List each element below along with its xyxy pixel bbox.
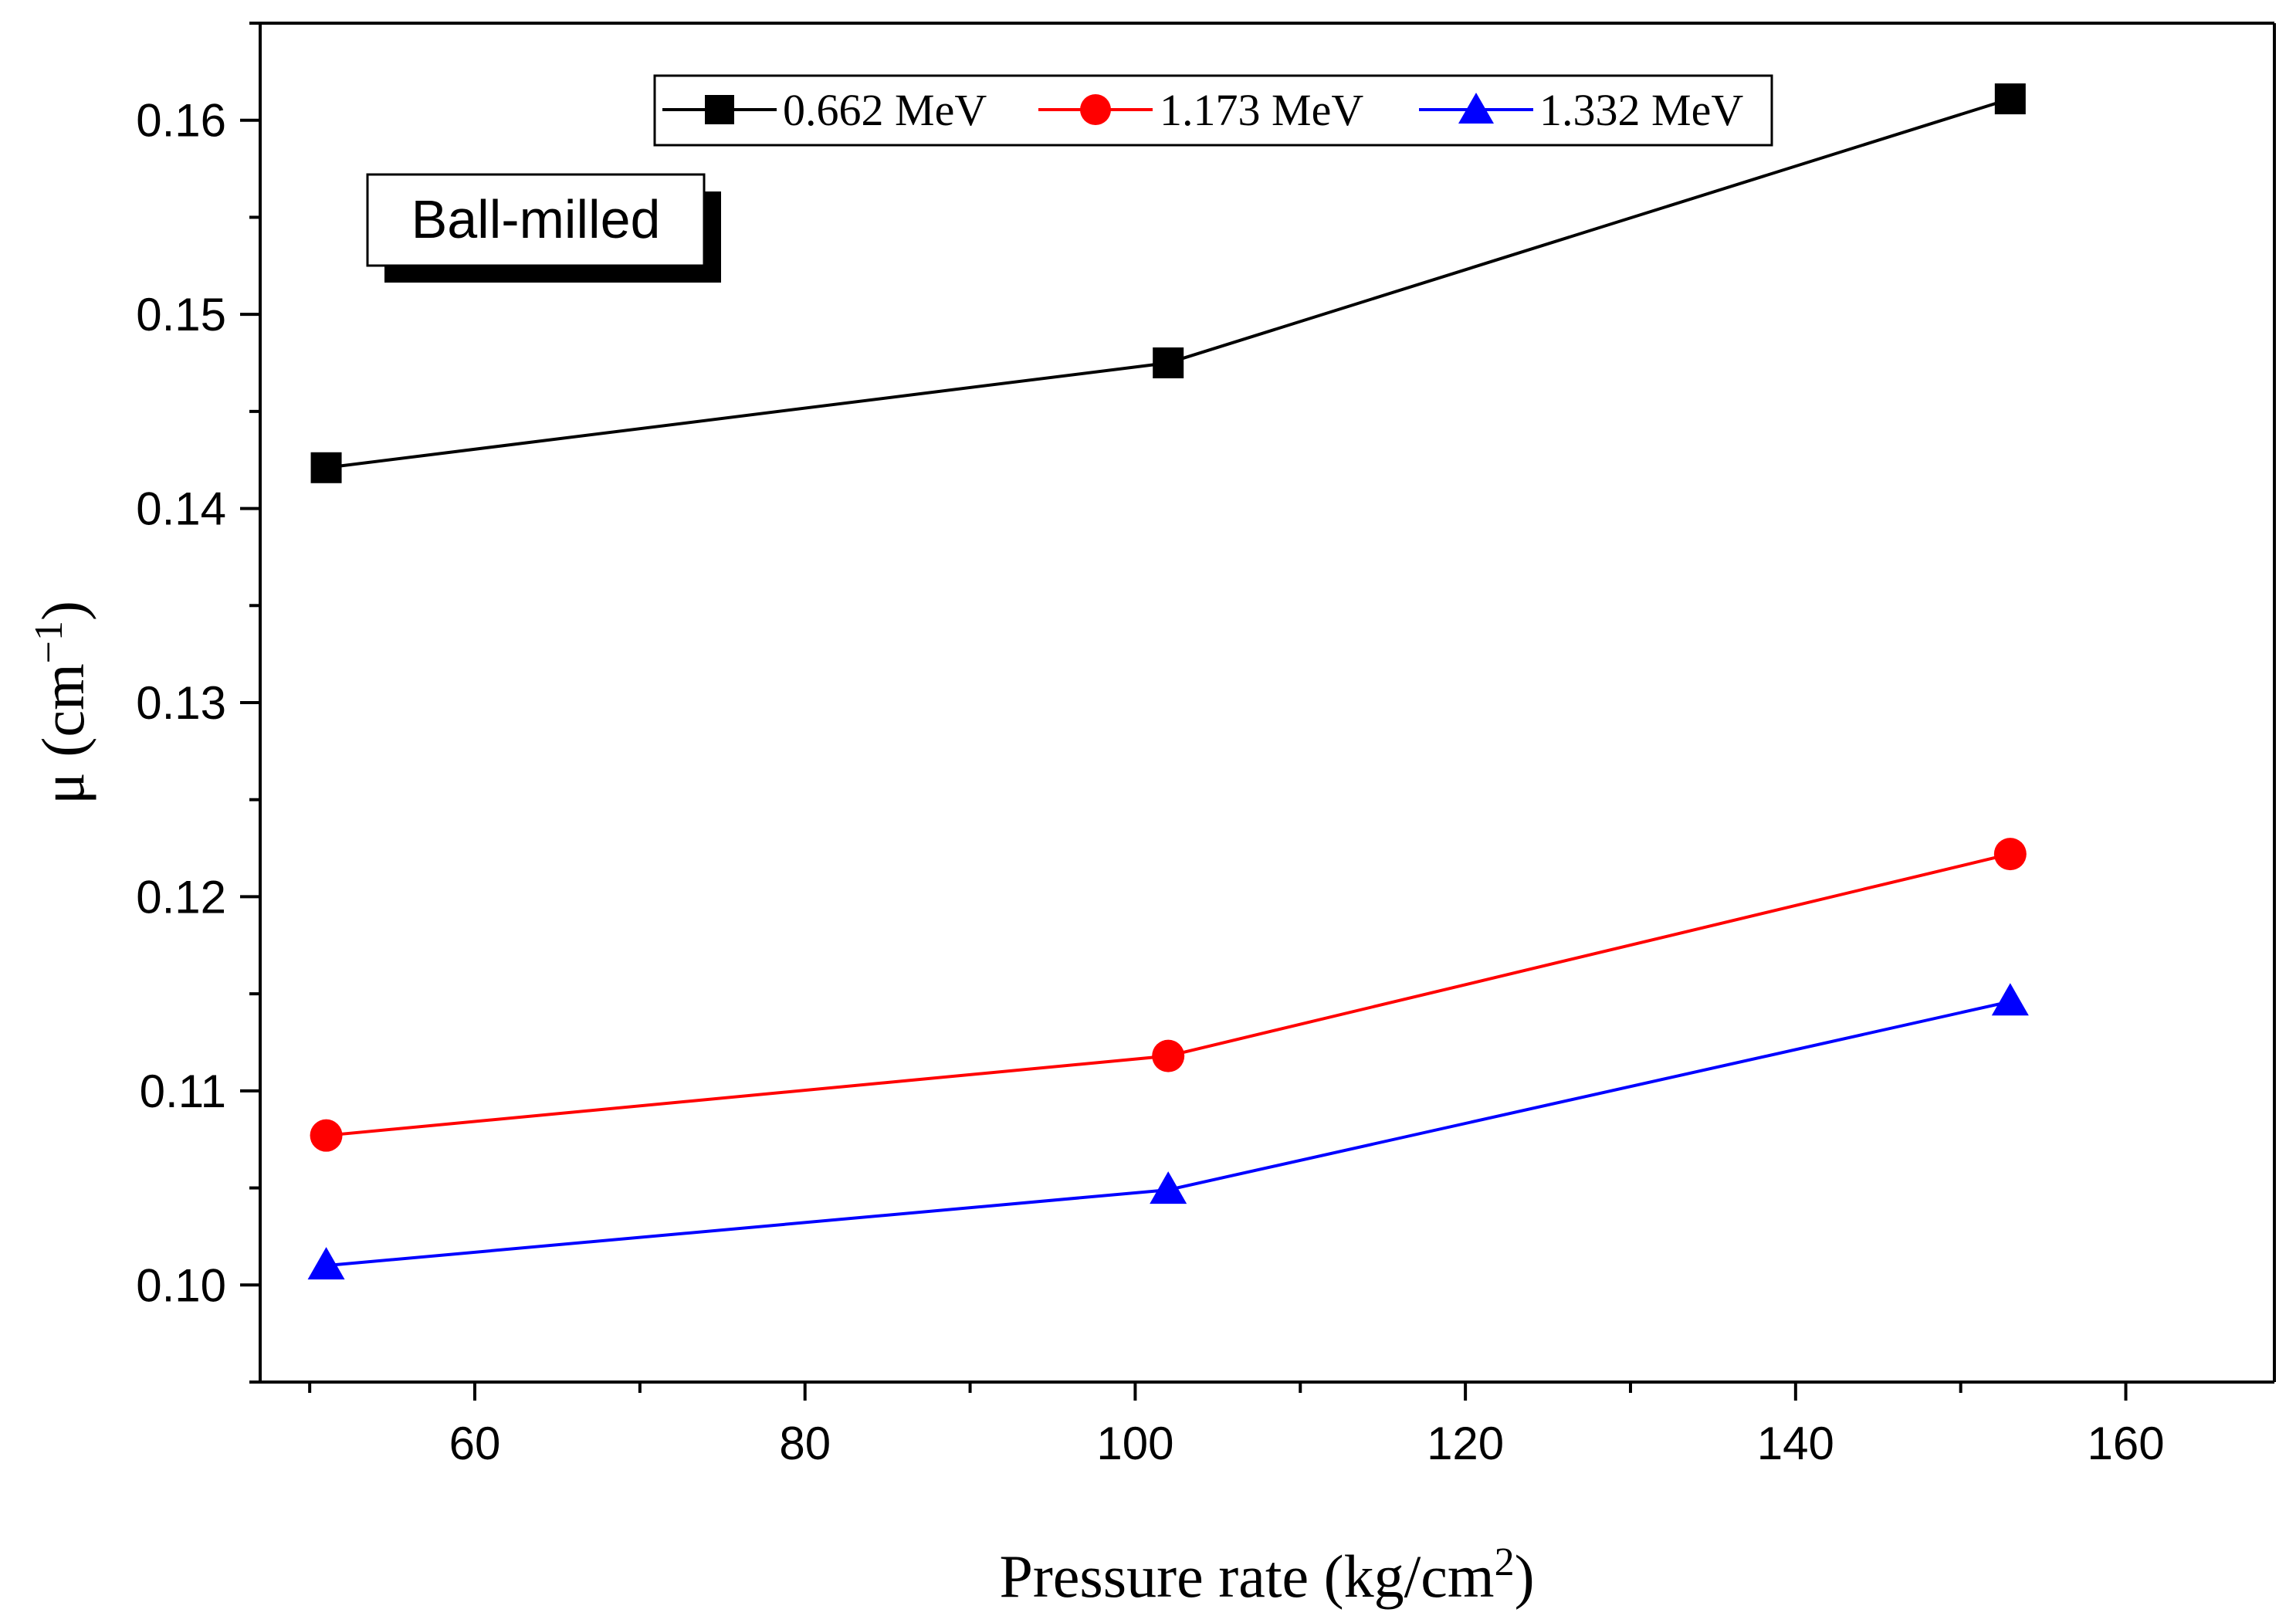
x-axis-tick-labels: 60 80 100 120 140 160 <box>449 1418 2165 1469</box>
data-point-triangle <box>1150 1171 1187 1204</box>
legend: 0.662 MeV 1.173 MeV 1.332 MeV <box>653 74 1773 147</box>
series-1-173-mev <box>310 838 2027 1152</box>
x-tick-label: 140 <box>1757 1418 1834 1469</box>
x-axis-ticks <box>308 1382 2128 1401</box>
x-tick-label: 160 <box>2087 1418 2164 1469</box>
x-axis-title-end: ) <box>1515 1543 1535 1610</box>
x-axis-title-sup: 2 <box>1495 1540 1515 1584</box>
y-tick-label: 0.12 <box>136 871 226 923</box>
x-axis-title: Pressure rate (kg/cm2) <box>999 1540 1534 1611</box>
legend-marker-square <box>705 95 734 124</box>
legend-label-1173: 1.173 MeV <box>1160 85 1363 135</box>
legend-marker-circle <box>1080 94 1111 125</box>
x-tick-label: 100 <box>1096 1418 1173 1469</box>
series-0-662-mev <box>310 83 2026 483</box>
annotation-box: Ball-milled <box>366 173 721 283</box>
legend-label-0662: 0.662 MeV <box>783 85 987 135</box>
legend-entry-1173: 1.173 MeV <box>1038 85 1363 135</box>
y-axis-title: μ (cm−1) <box>27 601 97 805</box>
y-axis-tick-labels: 0.10 0.11 0.12 0.13 0.14 0.15 0.16 <box>136 95 226 1312</box>
y-tick-label: 0.13 <box>136 677 226 729</box>
y-axis-title-main: μ (cm <box>29 663 97 805</box>
data-point-square <box>310 452 342 483</box>
y-axis-title-sup: −1 <box>27 621 71 663</box>
y-tick-label: 0.14 <box>136 483 226 535</box>
legend-marker-triangle <box>1458 93 1494 124</box>
y-tick-label: 0.10 <box>136 1259 226 1311</box>
annotation-frame <box>366 173 706 267</box>
y-tick-label: 0.15 <box>136 289 226 340</box>
annotation-text: Ball-milled <box>411 189 661 249</box>
data-point-circle <box>1152 1039 1185 1072</box>
x-axis-title-main: Pressure rate (kg/cm <box>999 1543 1494 1610</box>
x-tick-label: 60 <box>449 1418 501 1469</box>
data-point-triangle <box>1991 983 2029 1016</box>
legend-entry-1332: 1.332 MeV <box>1419 85 1743 135</box>
data-point-square <box>1153 347 1184 378</box>
y-axis-title-end: ) <box>29 601 97 621</box>
series-layer <box>307 83 2029 1280</box>
y-tick-label: 0.11 <box>140 1065 226 1117</box>
legend-entry-0662: 0.662 MeV <box>662 85 987 135</box>
data-point-circle <box>310 1119 343 1152</box>
legend-label-1332: 1.332 MeV <box>1539 85 1743 135</box>
series-1-332-mev <box>307 983 2029 1280</box>
y-axis-ticks <box>240 22 260 1384</box>
x-tick-label: 120 <box>1427 1418 1504 1469</box>
data-point-triangle <box>307 1247 345 1280</box>
data-point-circle <box>1993 838 2027 871</box>
x-tick-label: 80 <box>779 1418 831 1469</box>
data-point-square <box>1994 83 2026 115</box>
legend-frame <box>653 74 1773 147</box>
y-tick-label: 0.16 <box>136 95 226 147</box>
